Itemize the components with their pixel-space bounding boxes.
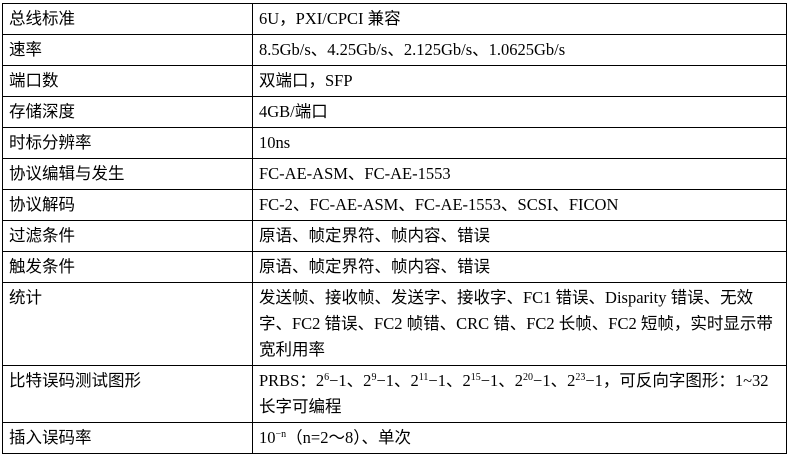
- row-value: 8.5Gb/s、4.25Gb/s、2.125Gb/s、1.0625Gb/s: [252, 34, 787, 66]
- superscript: 20: [523, 372, 534, 383]
- row-value: 发送帧、接收帧、发送字、接收字、FC1 错误、Disparity 错误、无效字、…: [252, 282, 787, 366]
- text-run: 10: [259, 428, 276, 447]
- superscript: 11: [418, 372, 429, 383]
- table-row: 端口数 双端口，SFP: [2, 65, 787, 97]
- row-label: 时标分辨率: [2, 127, 253, 159]
- row-value: FC-AE-ASM、FC-AE-1553: [252, 158, 787, 190]
- text-run: −1、2: [480, 371, 524, 390]
- table-row: 触发条件 原语、帧定界符、帧内容、错误: [2, 251, 787, 283]
- spec-table: 总线标准 6U，PXI/CPCI 兼容 速率 8.5Gb/s、4.25Gb/s、2.1…: [2, 3, 787, 454]
- row-value: 10−n（n=2～8）、单次: [252, 422, 787, 454]
- row-value: PRBS：26−1、29−1、211−1、215−1、220−1、223−1，可…: [252, 365, 787, 423]
- row-label: 插入误码率: [2, 422, 253, 454]
- row-value: 6U，PXI/CPCI 兼容: [252, 3, 787, 35]
- row-value: 双端口，SFP: [252, 65, 787, 97]
- superscript: 9: [371, 372, 377, 383]
- row-label: 总线标准: [2, 3, 253, 35]
- row-value: 10ns: [252, 127, 787, 159]
- table-row: 时标分辨率 10ns: [2, 127, 787, 159]
- text-run: （n=2～8）、单次: [286, 428, 411, 447]
- table-row: 协议解码 FC-2、FC-AE-ASM、FC-AE-1553、SCSI、FICON: [2, 189, 787, 221]
- table-row: 插入误码率 10−n（n=2～8）、单次: [2, 422, 787, 454]
- table-row: 比特误码测试图形 PRBS：26−1、29−1、211−1、215−1、220−1…: [2, 365, 787, 423]
- table-row: 协议编辑与发生 FC-AE-ASM、FC-AE-1553: [2, 158, 787, 190]
- row-label: 端口数: [2, 65, 253, 97]
- table-row: 存储深度 4GB/端口: [2, 96, 787, 128]
- row-value: 原语、帧定界符、帧内容、错误: [252, 251, 787, 283]
- row-label: 触发条件: [2, 251, 253, 283]
- table-row: 速率 8.5Gb/s、4.25Gb/s、2.125Gb/s、1.0625Gb/s: [2, 34, 787, 66]
- table-row: 统计 发送帧、接收帧、发送字、接收字、FC1 错误、Disparity 错误、无效…: [2, 282, 787, 366]
- text-run: −1、2: [329, 371, 372, 390]
- row-label: 比特误码测试图形: [2, 365, 253, 423]
- superscript: −n: [275, 429, 287, 440]
- table-row: 过滤条件 原语、帧定界符、帧内容、错误: [2, 220, 787, 252]
- text-run: −1、2: [376, 371, 419, 390]
- table-row: 总线标准 6U，PXI/CPCI 兼容: [2, 3, 787, 35]
- row-value: 原语、帧定界符、帧内容、错误: [252, 220, 787, 252]
- row-label: 协议编辑与发生: [2, 158, 253, 190]
- text-run: −1、2: [428, 371, 471, 390]
- superscript: 15: [470, 372, 481, 383]
- row-value: FC-2、FC-AE-ASM、FC-AE-1553、SCSI、FICON: [252, 189, 787, 221]
- text-run: −1，可反向字图形：1~32 长字可编程: [259, 371, 769, 416]
- row-label: 统计: [2, 282, 253, 366]
- text-run: −1、2: [533, 371, 576, 390]
- row-label: 存储深度: [2, 96, 253, 128]
- text-run: PRBS：2: [259, 371, 325, 390]
- row-value: 4GB/端口: [252, 96, 787, 128]
- superscript: 6: [324, 372, 330, 383]
- row-label: 过滤条件: [2, 220, 253, 252]
- table-body: 总线标准 6U，PXI/CPCI 兼容 速率 8.5Gb/s、4.25Gb/s、2.1…: [2, 3, 787, 454]
- superscript: 23: [575, 372, 586, 383]
- row-label: 速率: [2, 34, 253, 66]
- row-label: 协议解码: [2, 189, 253, 221]
